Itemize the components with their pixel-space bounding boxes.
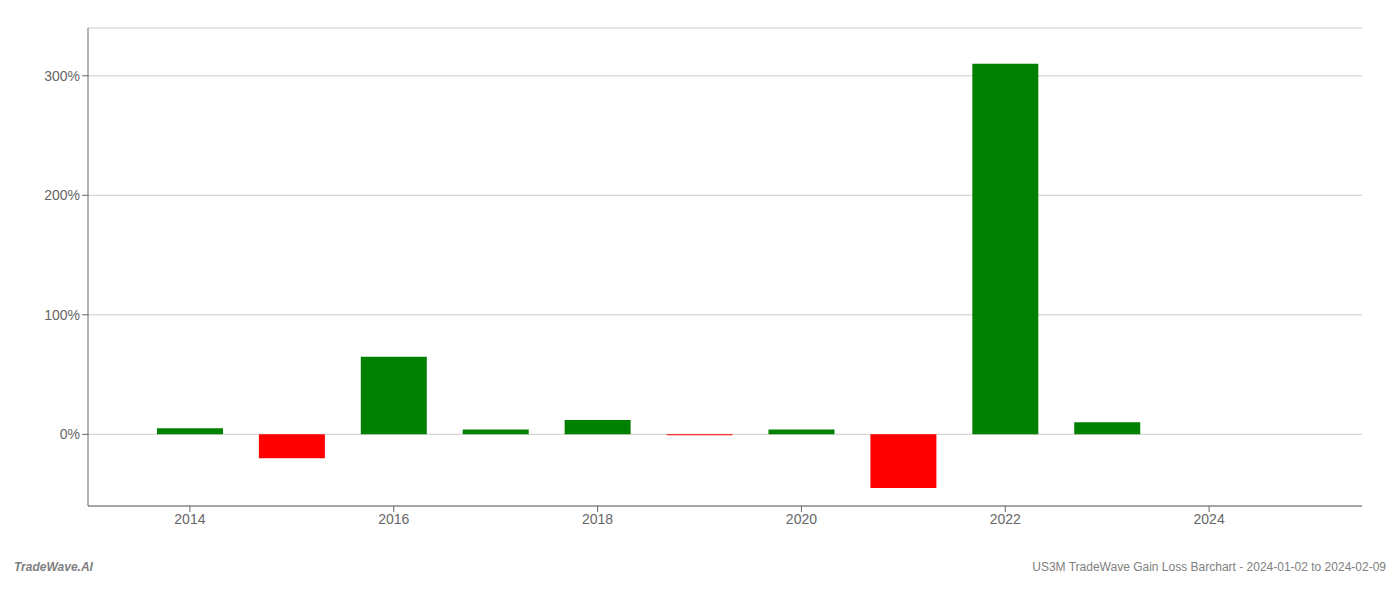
svg-text:2018: 2018	[582, 511, 613, 527]
svg-text:0%: 0%	[60, 426, 80, 442]
svg-text:100%: 100%	[44, 307, 80, 323]
html-text:US3M TradeWave Gain Loss Barch: US3M TradeWave Gain Loss Barchart - 2024…	[1032, 560, 1386, 574]
svg-text:2014: 2014	[174, 511, 205, 527]
svg-text:2016: 2016	[378, 511, 409, 527]
svg-text:2022: 2022	[990, 511, 1021, 527]
svg-text:300%: 300%	[44, 68, 80, 84]
svg-text:2024: 2024	[1194, 511, 1225, 527]
html-text:TradeWave.AI: TradeWave.AI	[14, 560, 93, 574]
svg-text:2020: 2020	[786, 511, 817, 527]
svg-text:200%: 200%	[44, 187, 80, 203]
